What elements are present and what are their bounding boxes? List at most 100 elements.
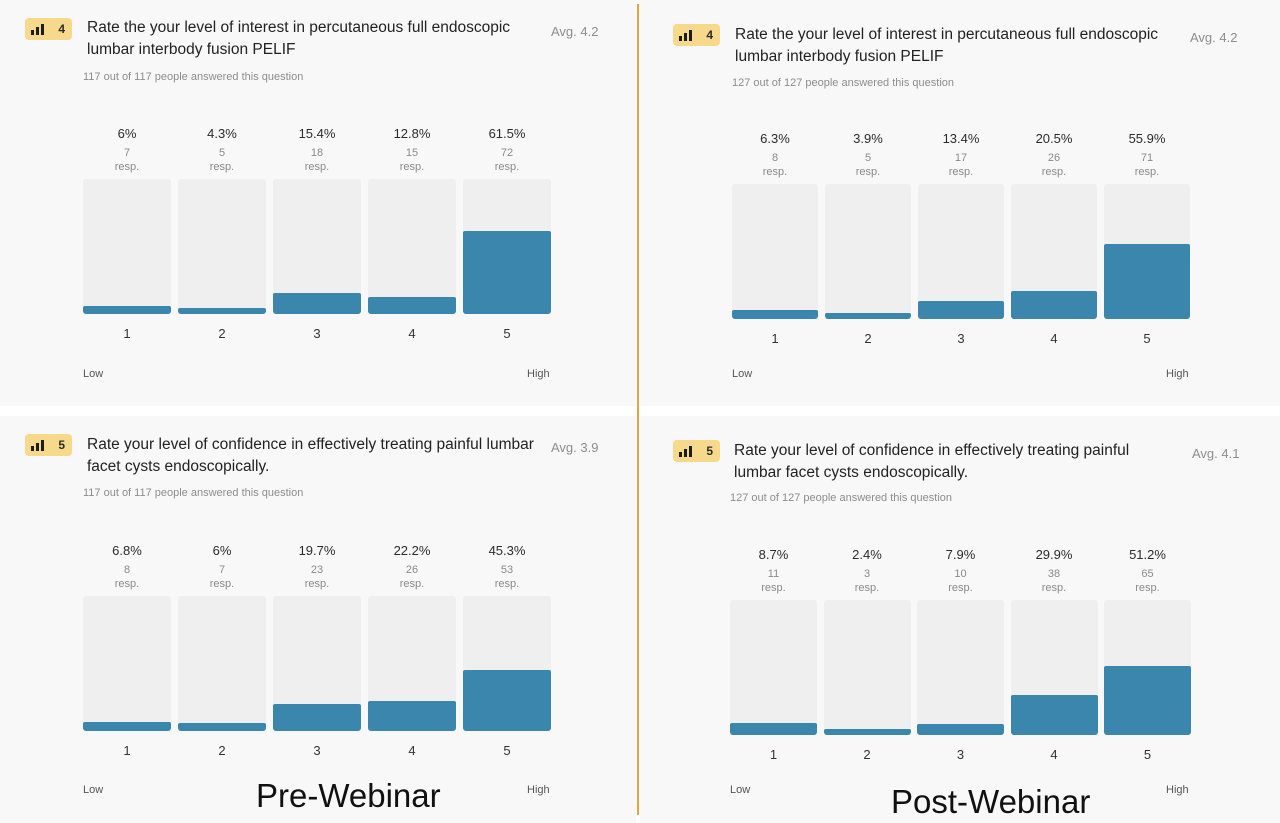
scale-low-label: Low: [83, 368, 104, 380]
response-unit: resp.: [304, 578, 330, 590]
percent-label: 61.5%: [488, 126, 526, 141]
rating-level-label: 3: [957, 331, 965, 346]
response-count: 7: [218, 564, 226, 576]
bar: [917, 724, 1004, 735]
response-unit: resp.: [209, 161, 235, 173]
rating-level-label: 1: [123, 743, 131, 758]
percent-label: 2.4%: [852, 547, 882, 562]
scale-high-label: High: [527, 368, 550, 380]
percent-label: 7.9%: [945, 547, 976, 562]
bar-track: [1011, 184, 1097, 319]
percent-label: 4.3%: [207, 126, 237, 141]
response-unit: resp.: [304, 161, 330, 173]
response-count: 23: [310, 564, 324, 576]
rating-level-label: 5: [1143, 747, 1152, 762]
bar-track: [273, 596, 361, 731]
bar: [368, 701, 456, 731]
question-number: 4: [706, 28, 713, 42]
response-count: 65: [1141, 568, 1154, 580]
response-unit: resp.: [1041, 166, 1067, 178]
response-count: 72: [500, 147, 514, 159]
answered-count: 117 out of 117 people answered this ques…: [83, 487, 304, 499]
response-unit: resp.: [114, 578, 140, 590]
rating-level-label: 5: [1143, 331, 1151, 346]
percent-label: 19.7%: [298, 543, 336, 558]
response-unit: resp.: [494, 161, 520, 173]
post-webinar-caption: Post-Webinar: [891, 783, 1091, 820]
percent-label: 6%: [212, 543, 232, 558]
scale-low-label: Low: [732, 368, 753, 380]
question-title: Rate the your level of interest in percu…: [735, 26, 1159, 65]
response-unit: resp.: [1134, 166, 1160, 178]
bar-track: [463, 596, 551, 731]
bar-track: [823, 600, 911, 735]
bar: [823, 729, 911, 735]
panel-divider: [637, 4, 639, 815]
scale-high-label: High: [527, 784, 550, 796]
response-count: 38: [1047, 568, 1061, 580]
bar: [368, 297, 456, 314]
bar: [178, 723, 266, 731]
response-count: 5: [218, 147, 226, 159]
percent-label: 15.4%: [298, 126, 336, 141]
percent-label: 6%: [117, 126, 137, 141]
response-unit: resp.: [854, 582, 880, 594]
rating-level-label: 2: [218, 326, 226, 341]
response-unit: resp.: [399, 578, 425, 590]
response-count: 3: [863, 568, 871, 580]
average-score: Avg. 4.2: [551, 24, 599, 39]
bar: [1104, 666, 1191, 735]
average-score: Avg. 3.9: [551, 440, 599, 455]
rating-level-label: 3: [956, 747, 965, 762]
rating-level-label: 2: [864, 331, 872, 346]
bar-track: [273, 179, 361, 314]
question-number-badge: 5: [673, 440, 720, 462]
response-count: 17: [954, 152, 968, 164]
response-unit: resp.: [1135, 582, 1160, 594]
response-count: 8: [771, 152, 779, 164]
bar-track: [83, 179, 171, 314]
bar-track: [730, 600, 817, 735]
question-title: Rate your level of confidence in effecti…: [87, 436, 534, 475]
bar: [463, 231, 551, 314]
bar: [463, 670, 551, 731]
average-score: Avg. 4.2: [1190, 30, 1238, 45]
percent-label: 12.8%: [393, 126, 431, 141]
rating-level-label: 3: [313, 743, 321, 758]
percent-label: 29.9%: [1035, 547, 1073, 562]
answered-count: 127 out of 127 people answered this ques…: [732, 77, 954, 89]
bar-track: [463, 179, 551, 314]
bar: [825, 313, 911, 319]
bar: [732, 310, 818, 319]
bar-track: [178, 596, 266, 731]
response-count: 26: [405, 564, 419, 576]
rating-level-label: 2: [218, 743, 226, 758]
answered-count: 117 out of 117 people answered this ques…: [83, 71, 304, 83]
rating-level-label: 1: [123, 326, 131, 341]
bar: [273, 704, 361, 731]
response-count: 7: [123, 147, 131, 159]
question-number-badge: 4: [25, 18, 72, 40]
response-count: 71: [1140, 152, 1154, 164]
percent-label: 51.2%: [1129, 547, 1166, 562]
bar-track: [1010, 600, 1098, 735]
percent-label: 8.7%: [758, 547, 789, 562]
rating-level-label: 4: [408, 326, 416, 341]
response-unit: resp.: [399, 161, 425, 173]
bar: [83, 306, 171, 314]
response-unit: resp.: [114, 161, 140, 173]
rating-level-label: 5: [503, 326, 511, 341]
response-count: 26: [1047, 152, 1061, 164]
question-number: 5: [58, 438, 65, 452]
rating-level-label: 4: [1050, 747, 1058, 762]
bar-track: [368, 596, 456, 731]
bar-chart-icon: [31, 23, 45, 35]
bar: [1011, 291, 1097, 319]
response-unit: resp.: [762, 166, 788, 178]
response-count: 10: [954, 568, 967, 580]
response-unit: resp.: [209, 578, 235, 590]
percent-label: 22.2%: [393, 543, 431, 558]
scale-low-label: Low: [83, 784, 104, 796]
scale-high-label: High: [1166, 784, 1189, 796]
bar-track: [917, 600, 1004, 735]
